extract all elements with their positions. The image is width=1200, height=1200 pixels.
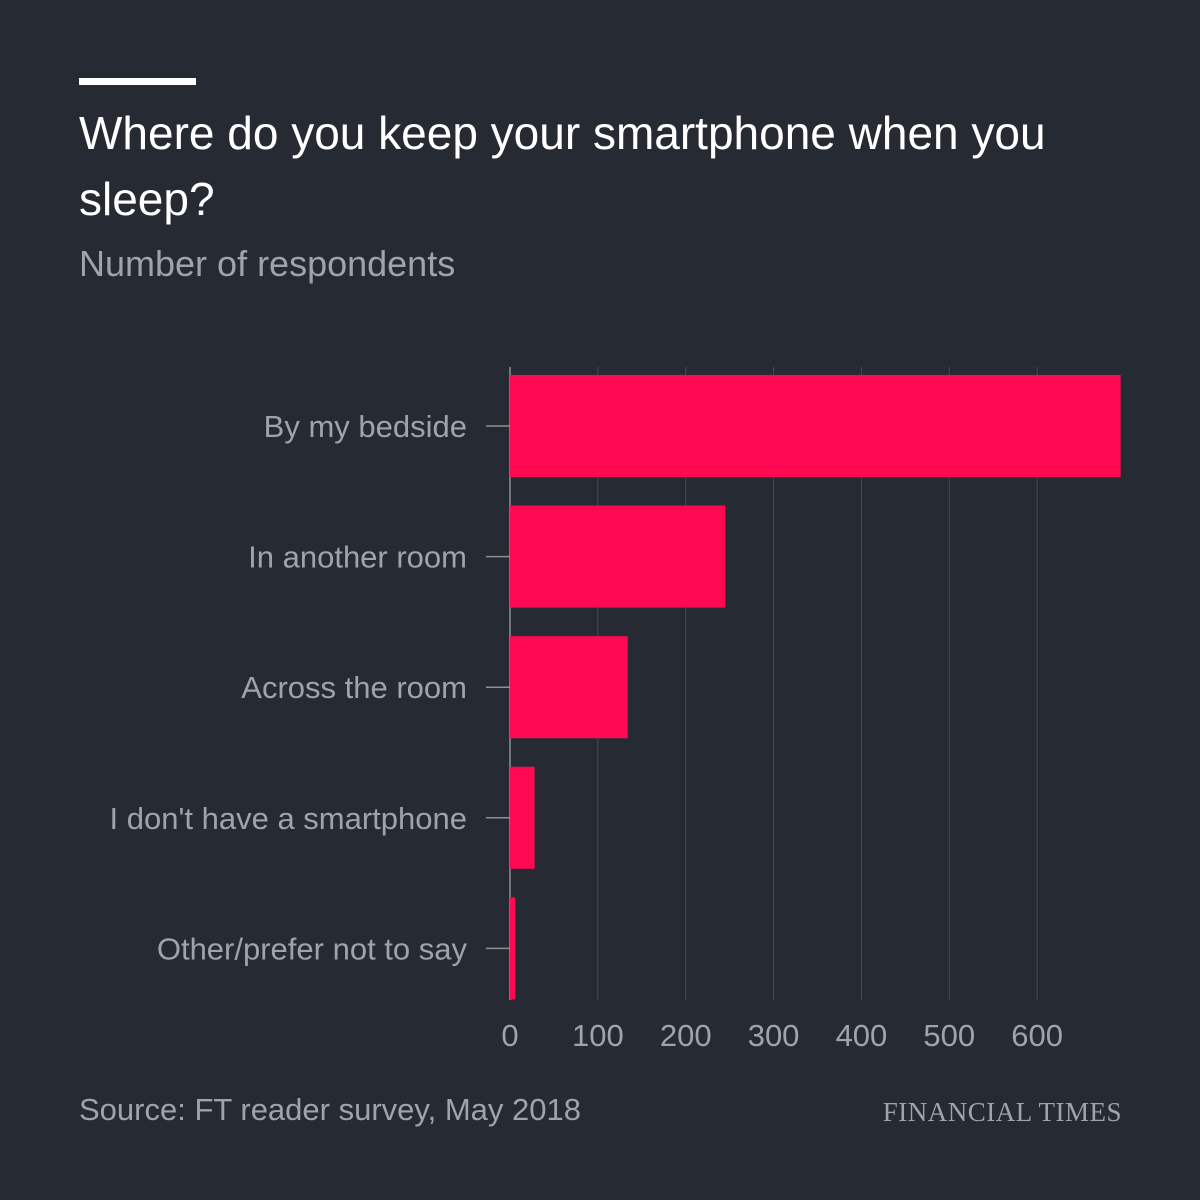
category-label: I don't have a smartphone (110, 801, 467, 836)
category-label: By my bedside (264, 409, 467, 444)
category-label: Other/prefer not to say (157, 931, 468, 966)
x-tick-label: 400 (836, 1018, 888, 1053)
x-tick-label: 200 (660, 1018, 712, 1053)
category-label: In another room (248, 540, 467, 575)
source-note: Source: FT reader survey, May 2018 (79, 1092, 581, 1127)
x-tick-label: 100 (572, 1018, 624, 1053)
bars (510, 375, 1121, 1000)
x-tick-label: 600 (1011, 1018, 1063, 1053)
chart-subtitle: Number of respondents (79, 243, 456, 284)
bar (510, 636, 628, 739)
category-label: Across the room (241, 670, 467, 705)
title-accent-rule (79, 78, 196, 85)
bar (510, 766, 535, 869)
bar (510, 505, 726, 608)
x-tick-label: 300 (748, 1018, 800, 1053)
x-tick-label: 0 (501, 1018, 518, 1053)
category-labels: By my bedside In another room Across the r… (110, 409, 510, 966)
x-tick-label: 500 (923, 1018, 975, 1053)
bar (510, 897, 516, 1000)
x-axis-ticks: 0 100 200 300 400 500 600 (501, 1018, 1063, 1053)
financial-times-logo: FINANCIAL TIMES (882, 1097, 1122, 1127)
bar (510, 375, 1121, 477)
chart-title: Where do you keep your smartphone when y… (79, 107, 1046, 225)
